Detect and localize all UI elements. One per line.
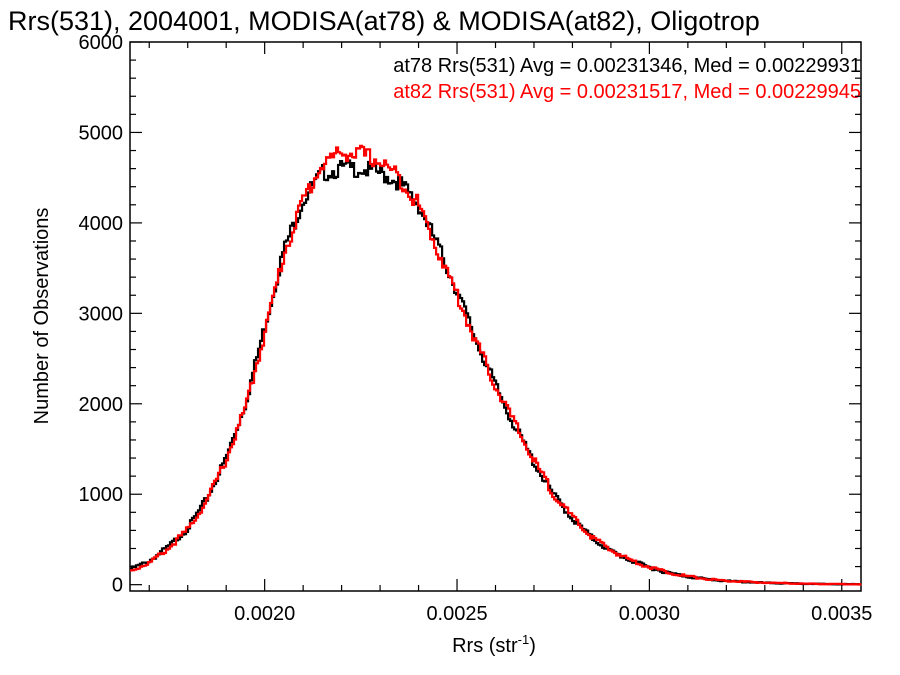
y-axis-label: Number of Observations [31,208,53,425]
x-axis-label-close: ) [529,635,536,657]
y-tick-label: 1000 [79,484,124,506]
plot-frame [129,41,862,592]
y-tick-label: 0 [112,575,123,597]
y-tick-label: 6000 [79,32,124,54]
y-tick-label: 4000 [79,213,124,235]
chart-title: Rrs(531), 2004001, MODISA(at78) & MODISA… [8,6,760,36]
series-at82-line [130,144,862,586]
y-axis-tick-labels: 0 1000 2000 3000 4000 5000 6000 [79,32,124,597]
plot-area [129,41,862,592]
x-axis-tick-labels: 0.0020 0.0025 0.0030 0.0035 [234,603,872,625]
legend-entry-at82: at82 Rrs(531) Avg = 0.00231517, Med = 0.… [393,81,861,103]
y-tick-label: 3000 [79,303,124,325]
y-tick-label: 5000 [79,122,124,144]
x-axis-label-main: Rrs (str [452,635,518,657]
series-at78-line [130,159,862,586]
axis-ticks [130,41,861,591]
x-tick-label: 0.0025 [426,603,487,625]
series-layer [130,144,862,586]
x-tick-label: 0.0020 [234,603,295,625]
legend-entry-at78: at78 Rrs(531) Avg = 0.00231346, Med = 0.… [393,55,861,77]
x-axis-label: Rrs (str-1) [452,632,536,657]
y-tick-label: 2000 [79,394,124,416]
x-axis-label-superscript: -1 [518,632,530,647]
x-tick-label: 0.0030 [619,603,680,625]
legend: at78 Rrs(531) Avg = 0.00231346, Med = 0.… [393,55,861,103]
x-tick-label: 0.0035 [811,603,872,625]
